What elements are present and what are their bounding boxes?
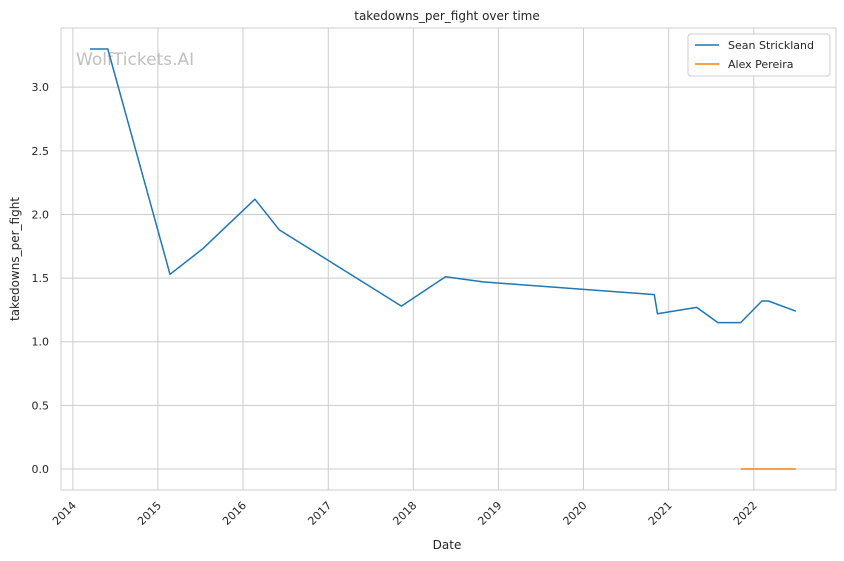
x-axis-label: Date	[433, 538, 462, 552]
x-tick-label: 2018	[390, 499, 419, 528]
y-tick-label: 1.0	[32, 336, 50, 349]
legend: Sean Strickland Alex Pereira	[687, 33, 831, 77]
grid	[61, 28, 836, 490]
watermark: WolfTickets.AI	[76, 50, 194, 70]
y-tick-label: 2.5	[32, 145, 50, 158]
x-tick-labels: 2014 2015 2016 2017 2018 2019 2020 2021 2022	[50, 499, 760, 528]
y-tick-label: 3.0	[32, 81, 50, 94]
y-tick-labels: 0.0 0.5 1.0 1.5 2.0 2.5 3.0	[32, 81, 50, 476]
x-tick-label: 2022	[731, 499, 760, 528]
y-tick-label: 2.0	[32, 208, 50, 221]
x-tick-label: 2016	[220, 499, 249, 528]
legend-box	[687, 33, 831, 77]
y-axis-label: takedowns_per_fight	[8, 197, 22, 321]
y-tick-label: 1.5	[32, 272, 50, 285]
x-tick-label: 2021	[646, 499, 675, 528]
plot-area	[60, 27, 837, 491]
y-tick-label: 0.5	[32, 399, 50, 412]
series-lines	[89, 48, 797, 470]
x-tick-label: 2019	[475, 499, 504, 528]
x-tick-label: 2020	[561, 499, 590, 528]
x-tick-label: 2017	[305, 499, 334, 528]
chart-title: takedowns_per_fight over time	[354, 9, 540, 23]
y-tick-label: 0.0	[32, 463, 50, 476]
legend-label-strickland: Sean Strickland	[728, 39, 814, 52]
legend-label-pereira: Alex Pereira	[728, 58, 794, 71]
x-tick-label: 2015	[135, 499, 164, 528]
x-tick-label: 2014	[50, 499, 79, 528]
series-line-0	[89, 48, 797, 324]
